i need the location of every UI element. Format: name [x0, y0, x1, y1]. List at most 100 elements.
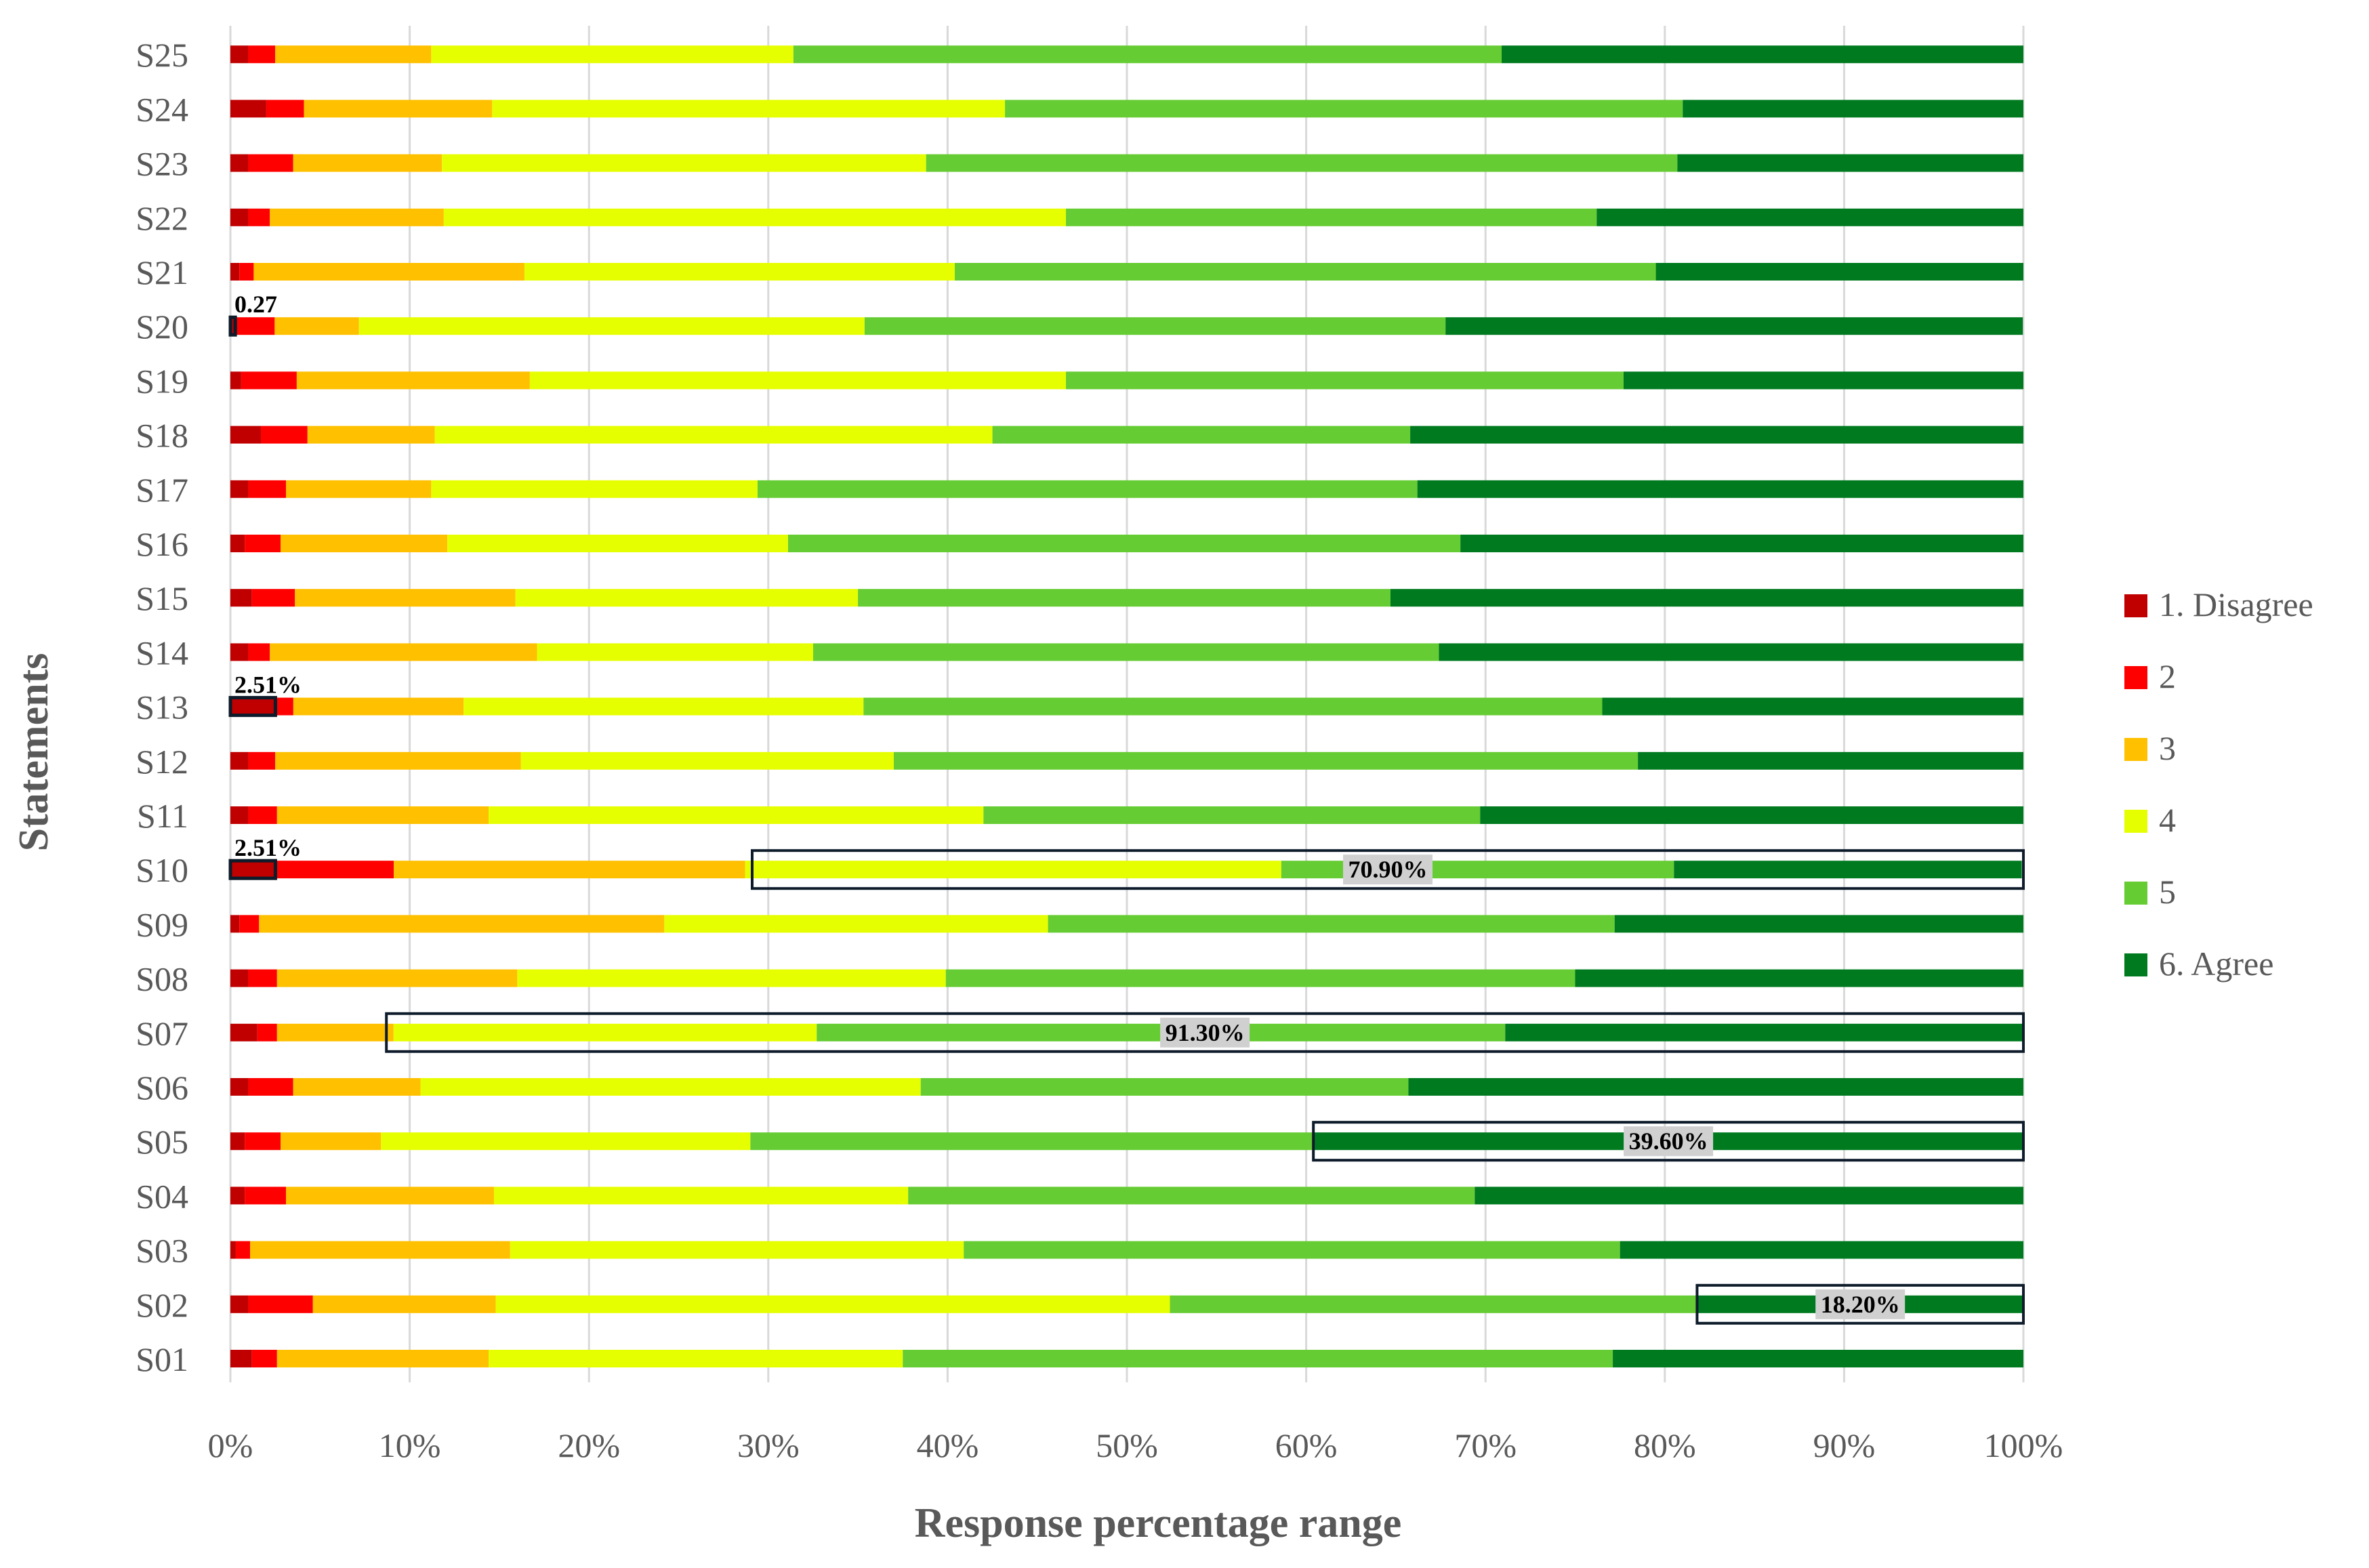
y-tick-label: S08	[136, 960, 188, 998]
bar-segment	[1655, 263, 2023, 281]
bar-segment	[230, 1187, 245, 1205]
bar-segment	[230, 915, 240, 933]
y-tick-label: S20	[136, 308, 188, 346]
bar-segment	[312, 1295, 496, 1313]
annotation-label-bg	[1342, 854, 1433, 885]
bar-segment	[307, 426, 435, 444]
bar-segment	[1613, 1350, 2023, 1367]
bar-segment	[1066, 208, 1597, 226]
bar-segment	[1475, 1187, 2023, 1205]
bar-segment	[260, 426, 308, 444]
annotation-box	[228, 315, 237, 337]
bar-segment	[257, 1023, 277, 1041]
bar-segment	[230, 317, 236, 335]
bar-segment	[275, 45, 432, 64]
bar-segment	[745, 861, 1281, 879]
x-tick-label: 70%	[1454, 1426, 1517, 1464]
bar-segment	[275, 751, 521, 770]
legend-entry: 1. Disagree	[2159, 585, 2313, 623]
bar-segment	[230, 1350, 252, 1367]
bar-segment	[248, 208, 270, 226]
bar-segment	[235, 1241, 251, 1259]
x-tick-label: 60%	[1275, 1426, 1338, 1464]
bar-segment	[286, 480, 432, 498]
bar-segment	[464, 697, 864, 716]
bar-segment	[757, 480, 1418, 498]
bar-segment	[230, 263, 240, 281]
bar-segment	[864, 317, 1446, 335]
bar-segment	[248, 480, 287, 498]
bar-segment	[1674, 861, 2022, 879]
bar-segment	[787, 535, 1461, 552]
bar-segment	[863, 697, 1603, 716]
bar-segment	[230, 643, 249, 661]
bar-segment	[515, 589, 859, 607]
legend-swatch	[2124, 666, 2147, 689]
annotation-box	[750, 849, 2025, 890]
bar-segment	[230, 1023, 258, 1041]
bar-segment	[230, 208, 249, 226]
bar-segment	[230, 1132, 245, 1151]
y-tick-label: S11	[137, 797, 188, 835]
legend-swatch	[2124, 738, 2147, 761]
bar-segment	[1505, 1023, 2023, 1041]
bar-segment	[1597, 208, 2023, 226]
bar-segment	[393, 1023, 817, 1041]
bar-segment	[1623, 371, 2023, 390]
bar-segment	[1281, 861, 1674, 879]
bar-segment	[524, 263, 955, 281]
bar-segment	[1502, 45, 2023, 64]
y-tick-label: S06	[136, 1069, 188, 1107]
bar-segment	[992, 426, 1411, 444]
bar-segment	[239, 263, 254, 281]
bar-segment	[230, 45, 249, 64]
bar-segment	[495, 1295, 1170, 1313]
bar-segment	[812, 643, 1439, 661]
bar-segment	[239, 915, 260, 933]
bar-segment	[1620, 1241, 2023, 1259]
bar-segment	[250, 1241, 510, 1259]
bar-segment	[293, 154, 442, 172]
bar-segment	[1638, 751, 2023, 770]
y-tick-label: S18	[136, 417, 188, 455]
bar-segment	[245, 535, 281, 552]
y-axis-title: Statements	[11, 653, 57, 852]
x-tick-label: 100%	[1984, 1426, 2063, 1464]
y-tick-label: S24	[136, 90, 188, 128]
bar-segment	[276, 806, 489, 824]
bar-segment	[434, 426, 993, 444]
bar-segment	[286, 1187, 494, 1205]
bar-segment	[358, 317, 865, 335]
x-axis-ticks: 0% 10% 20% 30% 40% 50% 60% 70% 80% 90% 100%	[208, 1426, 2063, 1464]
bar-segment	[954, 263, 1656, 281]
y-tick-label: S04	[136, 1177, 188, 1215]
y-tick-label: S19	[136, 362, 188, 400]
y-tick-label: S23	[136, 145, 188, 183]
bar-segment	[251, 589, 295, 607]
bar-segment	[1614, 915, 2023, 933]
bar-segment	[1005, 100, 1683, 118]
annotation-label: 39.60%	[1629, 1128, 1708, 1155]
bar-segment	[241, 371, 297, 390]
x-axis-title: Response percentage range	[915, 1500, 1402, 1546]
annotation-box	[1695, 1283, 2025, 1325]
legend-swatch	[2124, 953, 2147, 976]
bar-segment	[793, 45, 1502, 64]
bar-segment	[381, 1132, 751, 1151]
bar-segment	[251, 1350, 277, 1367]
bar-segment	[1170, 1295, 1697, 1313]
x-tick-label: 40%	[917, 1426, 979, 1464]
bar-segment	[420, 1078, 921, 1096]
bar-segment	[431, 45, 794, 64]
bar-segment	[276, 1023, 394, 1041]
bar-segment	[1460, 535, 2023, 552]
annotation-label-bg	[1160, 1017, 1250, 1048]
bar-segment	[230, 1295, 249, 1313]
legend-swatch	[2124, 882, 2147, 905]
annotation-label: 18.20%	[1821, 1291, 1900, 1318]
bar-segment	[276, 1350, 489, 1367]
bar-segment	[1066, 371, 1624, 390]
bar-segment	[304, 100, 493, 118]
bar-segment	[1417, 480, 2023, 498]
